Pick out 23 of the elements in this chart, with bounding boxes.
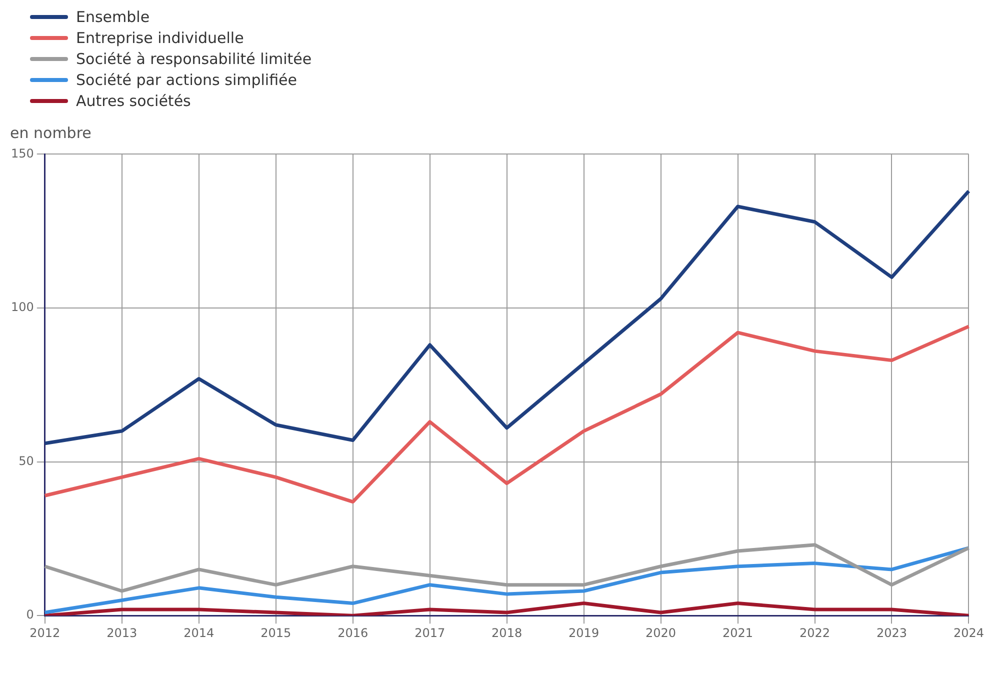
legend-label: Ensemble (76, 8, 150, 26)
x-tick-label: 2018 (492, 626, 522, 640)
x-tick-label: 2020 (646, 626, 676, 640)
x-tick-label: 2012 (30, 626, 60, 640)
x-tick-label: 2024 (953, 626, 984, 640)
y-tick-label: 100 (11, 300, 34, 314)
x-tick-label: 2016 (338, 626, 368, 640)
legend-label: Société à responsabilité limitée (76, 50, 312, 68)
x-tick-label: 2021 (722, 626, 754, 640)
y-axis-title: en nombre (10, 124, 92, 142)
x-tick-label: 2017 (414, 626, 446, 640)
legend-label: Entreprise individuelle (76, 29, 244, 47)
x-tick-label: 2023 (876, 626, 908, 640)
x-tick-label: 2019 (568, 626, 600, 640)
y-tick-label: 50 (18, 454, 34, 468)
legend-label: Autres sociétés (76, 92, 191, 110)
x-tick-label: 2013 (106, 626, 138, 640)
y-tick-label: 0 (26, 608, 34, 622)
y-tick-label: 150 (11, 146, 34, 160)
x-tick-label: 2014 (184, 626, 214, 640)
x-tick-label: 2022 (799, 626, 830, 640)
x-tick-label: 2015 (260, 626, 292, 640)
legend-label: Société par actions simplifiée (76, 71, 297, 89)
